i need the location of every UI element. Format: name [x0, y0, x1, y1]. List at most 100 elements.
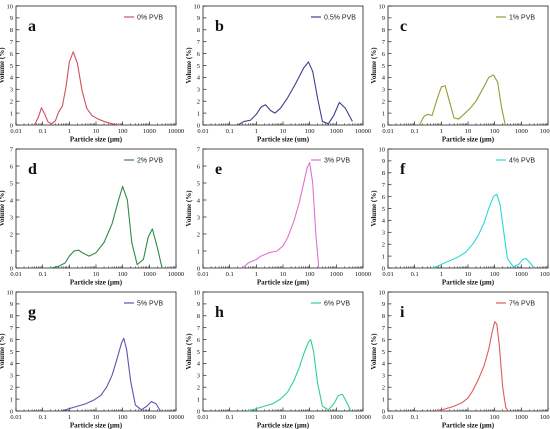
panel-b: 0.01 0.1 1 10 100 1000 10000012345678910Partic… [185, 3, 371, 143]
x-tick-label: 10000 [540, 128, 550, 135]
y-tick-label: 10 [7, 3, 14, 10]
x-tick-label: 0.01 [197, 128, 208, 135]
y-tick-label: 9 [197, 15, 200, 22]
series-line [50, 185, 163, 269]
y-tick-label: 6 [197, 337, 201, 344]
x-tick-label: 10000 [168, 271, 184, 278]
x-tick-label: 10 [93, 414, 100, 421]
plot-frame [15, 148, 177, 269]
x-tick-label: 1 [255, 128, 258, 135]
x-axis-title: Particle size (μm) [257, 279, 310, 287]
y-tick-label: 6 [10, 337, 14, 344]
y-tick-label: 4 [197, 75, 201, 82]
panel-g: 0.01 0.1 1 10 100 1000 10000012345678910Partic… [0, 289, 184, 429]
x-tick-label: 1000 [515, 414, 528, 421]
x-tick-label: 1000 [143, 271, 156, 278]
panel-letter: i [400, 304, 405, 321]
y-tick-label: 8 [197, 27, 200, 34]
series-line [61, 337, 161, 412]
legend-label: 1% PVB [509, 15, 535, 22]
x-tick-label: 1000 [515, 128, 528, 135]
series-line [34, 51, 121, 126]
y-tick-label: 8 [10, 27, 13, 34]
y-tick-label: 3 [10, 373, 13, 380]
series-line [237, 61, 353, 126]
plot-frame [15, 5, 177, 126]
y-tick-label: 0 [382, 265, 385, 272]
x-tick-label: 10 [280, 128, 287, 135]
x-tick-label: 1000 [143, 128, 156, 135]
y-tick-label: 7 [197, 39, 201, 46]
panel-e: 0.01 0.1 1 10 100 1000 10000 0 1 2 3 4 5 6 7 Particle s… [185, 146, 371, 286]
y-tick-label: 4 [382, 218, 386, 225]
x-tick-label: 0.1 [39, 414, 47, 421]
y-tick-label: 5 [197, 180, 200, 187]
y-tick-label: 2 [382, 385, 385, 392]
y-tick-label: 5 [382, 349, 385, 356]
y-tick-label: 7 [10, 146, 14, 153]
y-tick-label: 2 [10, 385, 13, 392]
series-line [433, 193, 535, 269]
x-tick-label: 1000 [143, 414, 156, 421]
y-tick-label: 4 [197, 197, 201, 204]
x-tick-label: 10 [93, 271, 100, 278]
y-tick-label: 6 [10, 163, 14, 170]
x-tick-label: 1 [68, 414, 71, 421]
y-tick-label: 2 [197, 99, 200, 106]
y-tick-label: 3 [382, 373, 385, 380]
x-tick-label: 10000 [168, 414, 184, 421]
x-tick-label: 1 [255, 271, 258, 278]
x-tick-label: 0.1 [411, 128, 419, 135]
y-tick-label: 10 [379, 289, 386, 296]
y-tick-label: 6 [197, 163, 201, 170]
y-tick-label: 3 [10, 87, 13, 94]
y-tick-label: 10 [379, 3, 386, 10]
x-tick-label: 1 [440, 414, 443, 421]
y-tick-label: 4 [10, 197, 14, 204]
x-tick-label: 0.1 [411, 414, 419, 421]
plot-frame [202, 148, 364, 269]
x-tick-label: 100 [118, 128, 128, 135]
y-tick-label: 10 [379, 146, 386, 153]
y-tick-label: 9 [197, 301, 200, 308]
x-tick-label: 10 [465, 414, 472, 421]
x-tick-label: 1000 [330, 128, 343, 135]
x-tick-label: 10 [465, 271, 472, 278]
x-tick-label: 0.1 [39, 128, 47, 135]
y-tick-label: 10 [7, 289, 14, 296]
y-tick-label: 2 [382, 242, 385, 249]
x-tick-label: 0.1 [39, 271, 47, 278]
y-tick-label: 3 [197, 373, 200, 380]
x-tick-label: 0.01 [197, 414, 208, 421]
y-tick-label: 3 [197, 214, 200, 221]
y-tick-label: 7 [197, 146, 201, 153]
y-axis-title: Volume (%) [0, 47, 6, 84]
legend-label: 0% PVB [137, 15, 163, 22]
plot-frame [15, 291, 177, 412]
y-tick-label: 10 [194, 3, 201, 10]
x-tick-label: 0.1 [411, 271, 419, 278]
y-tick-label: 7 [382, 182, 386, 189]
x-tick-label: 10000 [540, 414, 550, 421]
legend-label: 0.5% PVB [324, 15, 356, 22]
y-tick-label: 7 [382, 39, 386, 46]
x-tick-label: 1 [68, 271, 71, 278]
x-tick-label: 10000 [355, 128, 371, 135]
panel-i: 0.010.1110100100010000012345678910Partic… [370, 289, 550, 429]
x-tick-label: 0.01 [382, 414, 393, 421]
panel-c: 0.010.1110100100010000012345678910Partic… [370, 3, 550, 143]
x-tick-label: 10 [465, 128, 472, 135]
panel-d: 0.01 0.1 1 10 100 1000 10000 0 1 2 3 4 5 6 7 Particle s… [0, 146, 184, 286]
y-tick-label: 2 [197, 231, 200, 238]
y-tick-label: 0 [197, 122, 200, 129]
y-tick-label: 6 [382, 51, 386, 58]
panel-letter: e [215, 161, 222, 178]
y-tick-label: 9 [382, 301, 385, 308]
x-axis-title: Particle size (μm) [257, 422, 310, 429]
panel-letter: a [28, 18, 36, 35]
x-tick-label: 100 [305, 414, 315, 421]
x-tick-label: 100 [490, 128, 500, 135]
y-tick-label: 1 [197, 248, 200, 255]
y-tick-label: 0 [10, 122, 13, 129]
